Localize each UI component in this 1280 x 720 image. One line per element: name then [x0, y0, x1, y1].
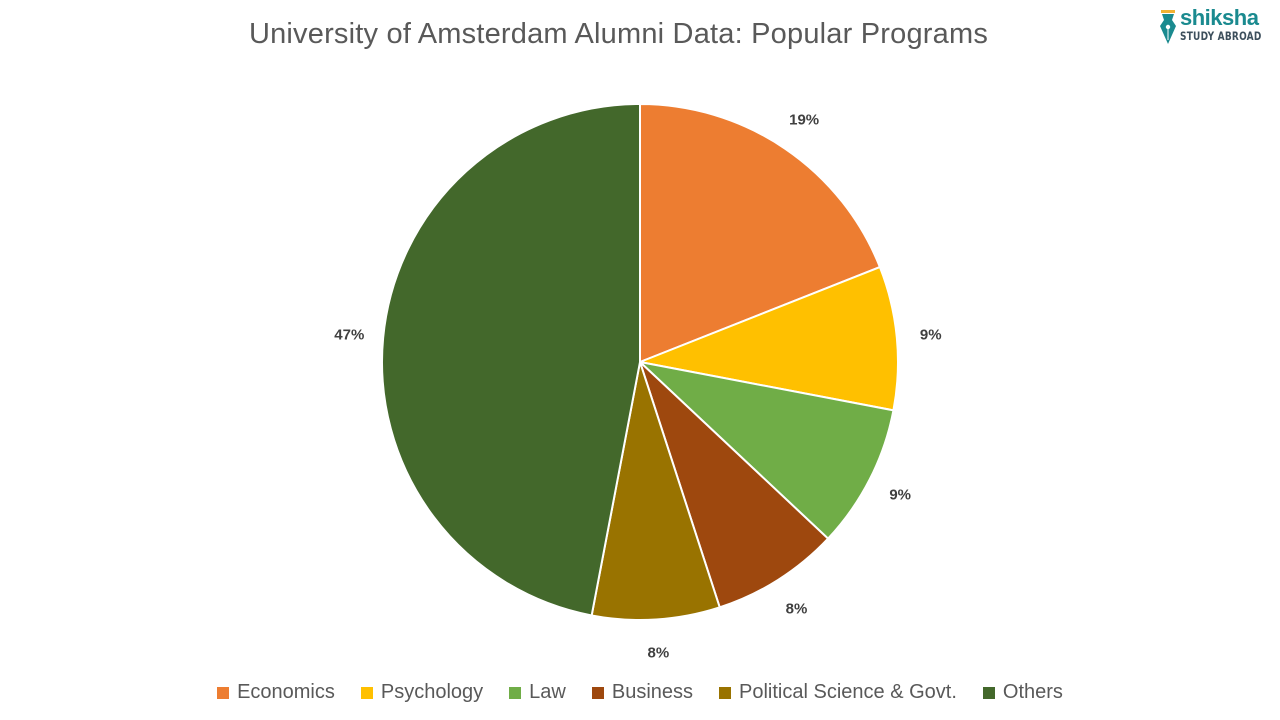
- legend-swatch-icon: [217, 686, 230, 699]
- pie-slice-political-science-govt: [590, 361, 721, 621]
- logo-brand-text: shiksha: [1180, 5, 1259, 30]
- shiksha-logo: shiksha STUDY ABROAD: [1158, 5, 1270, 46]
- legend-item: Psychology: [360, 681, 484, 704]
- data-label: 19%: [789, 111, 820, 129]
- pie-slice-law: [636, 360, 895, 541]
- legend-label: Economics: [237, 681, 335, 703]
- legend-swatch-icon: [719, 686, 732, 699]
- data-label: 8%: [647, 644, 670, 662]
- legend-label: Others: [1002, 681, 1063, 703]
- chart-legend: Economics Psychology Law Business Political …: [0, 681, 1280, 704]
- legend-item: Economics: [217, 681, 335, 704]
- logo-sub-text: STUDY ABROAD: [1180, 29, 1262, 43]
- pie-slice-business: [639, 361, 830, 609]
- data-label: 9%: [919, 326, 942, 344]
- legend-swatch-icon: [982, 686, 995, 699]
- legend-label: Psychology: [380, 681, 484, 703]
- legend-item: Law: [509, 681, 566, 704]
- legend-swatch-icon: [591, 686, 604, 699]
- legend-label: Business: [611, 681, 694, 703]
- data-label: 9%: [889, 486, 912, 504]
- legend-item: Others: [982, 681, 1063, 704]
- pie-slice-economics: [639, 102, 882, 364]
- chart-title: University of Amsterdam Alumni Data: Pop…: [248, 18, 989, 50]
- legend-item: Business: [591, 681, 694, 704]
- data-label: 47%: [334, 326, 365, 344]
- legend-item: Political Science & Govt.: [719, 681, 957, 704]
- pen-nib-icon: [1160, 10, 1176, 44]
- legend-label: Political Science & Govt.: [739, 681, 957, 703]
- legend-swatch-icon: [509, 686, 522, 699]
- data-label: 8%: [785, 600, 808, 618]
- legend-swatch-icon: [360, 686, 373, 699]
- legend-label: Law: [529, 681, 566, 703]
- pie-slice-psychology: [636, 265, 899, 412]
- pie-slice-others: [381, 102, 641, 617]
